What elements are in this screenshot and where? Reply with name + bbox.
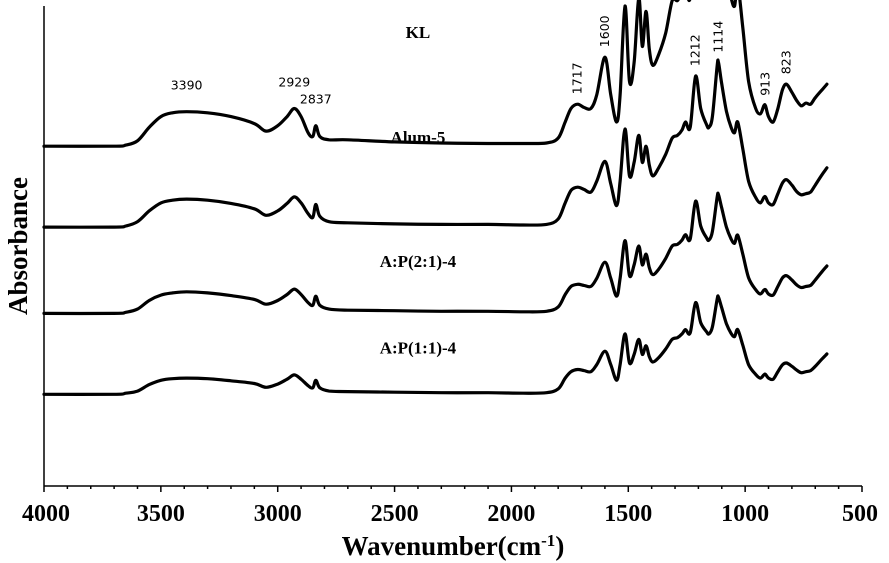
axes	[43, 6, 862, 487]
x-tick-label: 1500	[604, 501, 652, 527]
peak-annotation: 3390	[171, 78, 203, 93]
peak-annotation: 913	[758, 72, 773, 96]
peak-annotation: 1600	[597, 15, 612, 47]
x-axis-title-tail: )	[555, 531, 564, 561]
peak-annotations: 3390292928371717160014551514142413121255…	[171, 0, 794, 107]
series-line-1	[42, 58, 829, 229]
peak-annotation: 2837	[300, 92, 332, 107]
series-label: A:P(2:1)-4	[380, 252, 457, 271]
series-line-0	[42, 0, 829, 148]
x-tick-label: 3000	[254, 501, 302, 527]
series-group	[42, 0, 829, 396]
x-axis-title-main: Wavenumber(cm	[342, 531, 542, 561]
x-tick-label: 1000	[721, 501, 769, 527]
series-line-3	[42, 294, 829, 396]
x-tick-label: 500	[842, 501, 878, 527]
x-tick-label: 2500	[371, 501, 419, 527]
x-ticks: 4000 3500 3000 2500 2000 1500 1000 500	[22, 486, 878, 527]
series-label: KL	[406, 23, 431, 42]
x-axis-title: Wavenumber(cm-1)	[342, 531, 565, 562]
y-axis-title: Absorbance	[3, 177, 33, 315]
series-line-2	[42, 191, 829, 316]
peak-annotation: 2929	[278, 75, 310, 90]
peak-annotation: 1424	[638, 0, 653, 1]
x-tick-label: 4000	[22, 501, 70, 527]
series-label: Alum-5	[391, 128, 446, 147]
x-tick-label: 3500	[137, 501, 185, 527]
peak-annotation: 1212	[688, 34, 703, 66]
peak-annotation: 1114	[711, 21, 726, 53]
series-labels: KL Alum-5 A:P(2:1)-4 A:P(1:1)-4	[380, 23, 457, 358]
series-label: A:P(1:1)-4	[380, 338, 457, 357]
peak-annotation: 823	[779, 50, 794, 74]
peak-annotation: 1717	[570, 62, 585, 94]
x-tick-label: 2000	[487, 501, 535, 527]
x-axis-title-superscript: -1	[541, 531, 555, 550]
